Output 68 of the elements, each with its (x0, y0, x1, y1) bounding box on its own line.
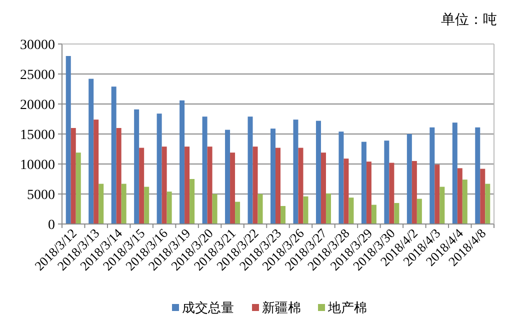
legend-label: 成交总量 (182, 300, 234, 316)
bar (162, 146, 167, 224)
bar (326, 193, 331, 224)
bar (134, 109, 140, 224)
bar (394, 203, 400, 224)
bar (462, 180, 468, 224)
y-tick-label: 20000 (20, 98, 55, 113)
bar (384, 140, 390, 224)
bar (298, 148, 304, 224)
bar (475, 127, 480, 224)
bar (248, 116, 253, 224)
text: 单位：吨 (441, 12, 497, 28)
bar (303, 196, 308, 224)
bar (180, 100, 185, 224)
bar (139, 148, 144, 224)
bar (457, 168, 462, 224)
bar (412, 161, 417, 224)
bar (88, 78, 94, 224)
y-tick-label: 5000 (27, 188, 55, 203)
bar (190, 179, 195, 224)
y-tick-label: 25000 (20, 68, 55, 83)
bar (235, 202, 240, 224)
legend-label: 地产棉 (327, 301, 367, 316)
y-tick-label: 0 (48, 218, 55, 233)
bar (166, 192, 172, 224)
bar (348, 198, 354, 224)
bar (293, 120, 298, 224)
bar (121, 184, 126, 224)
bar (371, 204, 376, 224)
bar (361, 142, 366, 224)
bar (440, 186, 445, 224)
bar (344, 158, 349, 224)
bar (338, 132, 344, 224)
bar (212, 194, 218, 224)
bar (430, 127, 435, 224)
y-tick-label: 15000 (20, 128, 55, 143)
legend-label: 新疆棉 (262, 301, 301, 316)
bar (452, 122, 458, 224)
bar (485, 184, 490, 224)
bar (416, 198, 422, 224)
bar (389, 162, 394, 224)
bar (230, 152, 236, 224)
bar (144, 186, 150, 224)
bar (252, 146, 258, 224)
bar (116, 128, 122, 224)
bar (66, 56, 71, 224)
bar (276, 148, 280, 224)
bar (70, 128, 76, 224)
y-tick-label: 30000 (20, 38, 55, 53)
bar (98, 184, 104, 224)
bar (156, 114, 162, 224)
bar (434, 164, 440, 224)
bar (320, 152, 326, 224)
bar (94, 120, 99, 224)
bar (258, 194, 263, 224)
bar (111, 86, 116, 224)
bar (366, 162, 372, 224)
bar (184, 146, 190, 224)
bar (406, 134, 412, 224)
bar (280, 206, 286, 224)
bar (225, 130, 230, 224)
bar (316, 120, 321, 224)
bar (480, 168, 486, 224)
bar (202, 116, 208, 224)
bar (207, 146, 212, 224)
bar (76, 152, 81, 224)
y-tick-label: 10000 (20, 158, 55, 173)
bar (270, 128, 276, 224)
